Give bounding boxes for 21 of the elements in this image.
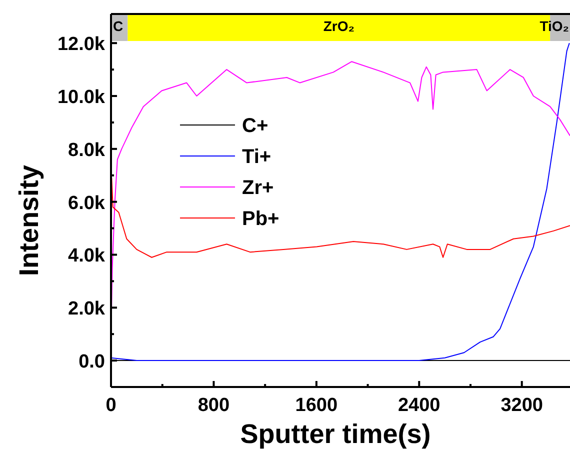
y-tick-label: 2.0k: [68, 298, 106, 320]
y-tick-label: 12.0k: [57, 34, 106, 56]
line-series: [111, 178, 570, 258]
legend-label: C+: [242, 115, 268, 137]
y-tick-label: 6.0k: [68, 192, 106, 214]
y-tick-label: 8.0k: [68, 140, 106, 161]
band-label: C: [113, 18, 124, 34]
x-tick-label: 3200: [500, 395, 543, 416]
y-tick-label: 10.0k: [57, 87, 106, 108]
y-tick-label: 4.0k: [68, 246, 106, 267]
x-tick-label: 1600: [295, 395, 338, 416]
band-label: ZrO₂: [323, 18, 354, 34]
legend-label: Ti+: [242, 146, 272, 168]
x-tick-label: 0: [106, 395, 116, 416]
legend-label: Zr+: [242, 177, 274, 199]
legend-label: Pb+: [242, 208, 280, 230]
x-axis-title: Sputter time(s): [240, 419, 431, 449]
y-axis-title: Intensity: [14, 164, 44, 276]
x-tick-label: 2400: [398, 395, 440, 416]
y-tick-label: 0.0: [78, 352, 105, 373]
x-tick-label: 800: [198, 395, 230, 416]
